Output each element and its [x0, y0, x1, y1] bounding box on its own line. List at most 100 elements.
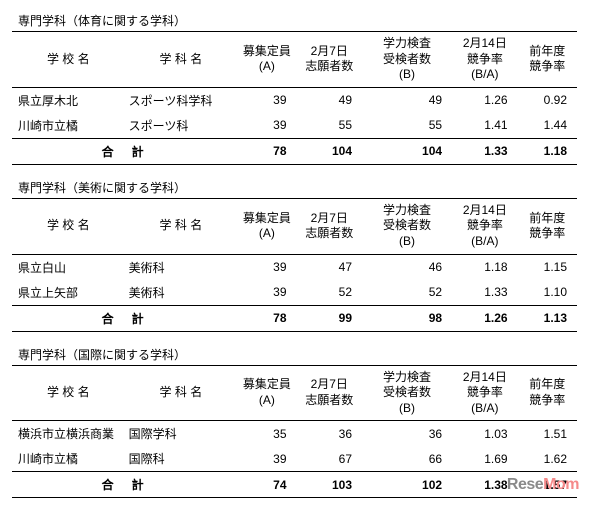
total-cell: 1.33 [452, 138, 518, 164]
watermark-right: Mom [543, 476, 579, 493]
column-header: 前年度競争率 [518, 365, 577, 421]
cell: 1.69 [452, 446, 518, 472]
cell: 県立白山 [12, 254, 125, 280]
cell: 39 [237, 446, 296, 472]
cell: 39 [237, 254, 296, 280]
cell: 39 [237, 280, 296, 306]
section-title: 専門学科（体育に関する学科） [12, 12, 577, 29]
data-table: 学 校 名学 科 名募集定員(A)2月7日志願者数学力検査受検者数(B)2月14… [12, 365, 577, 499]
cell: 1.26 [452, 87, 518, 113]
cell: 県立上矢部 [12, 280, 125, 306]
column-header: 学力検査受検者数(B) [362, 198, 452, 254]
cell: 55 [297, 113, 363, 139]
total-row: 合計781041041.331.18 [12, 138, 577, 164]
section-title: 専門学科（国際に関する学科） [12, 346, 577, 363]
total-row: 合計7899981.261.13 [12, 305, 577, 331]
column-header: 学 科 名 [125, 198, 238, 254]
column-header: 学 校 名 [12, 32, 125, 88]
cell: 55 [362, 113, 452, 139]
cell: 川崎市立橘 [12, 113, 125, 139]
total-cell: 103 [297, 472, 363, 498]
cell: 1.44 [518, 113, 577, 139]
total-cell: 99 [297, 305, 363, 331]
column-header: 前年度競争率 [518, 198, 577, 254]
table-section: 専門学科（国際に関する学科） 学 校 名学 科 名募集定員(A)2月7日志願者数学… [12, 346, 577, 499]
watermark-left: Rese [507, 476, 543, 493]
column-header: 学力検査受検者数(B) [362, 32, 452, 88]
cell: 1.15 [518, 254, 577, 280]
cell: 67 [297, 446, 363, 472]
cell: 52 [362, 280, 452, 306]
column-header: 前年度競争率 [518, 32, 577, 88]
cell: 1.33 [452, 280, 518, 306]
total-label: 合計 [12, 472, 237, 498]
cell: 52 [297, 280, 363, 306]
cell: 1.18 [452, 254, 518, 280]
cell: 横浜市立横浜商業 [12, 421, 125, 447]
column-header: 2月14日競争率(B/A) [452, 198, 518, 254]
total-row: 合計741031021.381.57 [12, 472, 577, 498]
column-header: 2月14日競争率(B/A) [452, 365, 518, 421]
cell: スポーツ科学科 [125, 87, 238, 113]
cell: 36 [362, 421, 452, 447]
cell: 1.51 [518, 421, 577, 447]
cell: 46 [362, 254, 452, 280]
total-cell: 78 [237, 138, 296, 164]
cell: 36 [297, 421, 363, 447]
cell: 美術科 [125, 280, 238, 306]
column-header: 学 校 名 [12, 198, 125, 254]
cell: 39 [237, 87, 296, 113]
table-row: 川崎市立橘スポーツ科3955551.411.44 [12, 113, 577, 139]
total-label: 合計 [12, 138, 237, 164]
cell: 35 [237, 421, 296, 447]
cell: 49 [297, 87, 363, 113]
column-header: 2月7日志願者数 [297, 365, 363, 421]
total-cell: 102 [362, 472, 452, 498]
table-section: 専門学科（体育に関する学科） 学 校 名学 科 名募集定員(A)2月7日志願者数学… [12, 12, 577, 165]
total-cell: 78 [237, 305, 296, 331]
column-header: 学 校 名 [12, 365, 125, 421]
cell: 66 [362, 446, 452, 472]
cell: 1.10 [518, 280, 577, 306]
table-row: 横浜市立横浜商業国際学科3536361.031.51 [12, 421, 577, 447]
total-label: 合計 [12, 305, 237, 331]
column-header: 募集定員(A) [237, 32, 296, 88]
section-title: 専門学科（美術に関する学科） [12, 179, 577, 196]
cell: 1.41 [452, 113, 518, 139]
total-cell: 1.13 [518, 305, 577, 331]
cell: 1.03 [452, 421, 518, 447]
total-cell: 104 [297, 138, 363, 164]
table-row: 川崎市立橘国際科3967661.691.62 [12, 446, 577, 472]
column-header: 学力検査受検者数(B) [362, 365, 452, 421]
total-cell: 104 [362, 138, 452, 164]
cell: 39 [237, 113, 296, 139]
table-row: 県立上矢部美術科3952521.331.10 [12, 280, 577, 306]
cell: 川崎市立橘 [12, 446, 125, 472]
watermark-logo: ReseMom [507, 476, 579, 494]
cell: 47 [297, 254, 363, 280]
cell: 49 [362, 87, 452, 113]
data-table: 学 校 名学 科 名募集定員(A)2月7日志願者数学力検査受検者数(B)2月14… [12, 31, 577, 165]
total-cell: 1.18 [518, 138, 577, 164]
column-header: 2月7日志願者数 [297, 32, 363, 88]
cell: 国際学科 [125, 421, 238, 447]
total-cell: 1.26 [452, 305, 518, 331]
column-header: 2月7日志願者数 [297, 198, 363, 254]
table-row: 県立白山美術科3947461.181.15 [12, 254, 577, 280]
cell: 県立厚木北 [12, 87, 125, 113]
table-section: 専門学科（美術に関する学科） 学 校 名学 科 名募集定員(A)2月7日志願者数学… [12, 179, 577, 332]
column-header: 2月14日競争率(B/A) [452, 32, 518, 88]
column-header: 学 科 名 [125, 365, 238, 421]
cell: 美術科 [125, 254, 238, 280]
total-cell: 98 [362, 305, 452, 331]
total-cell: 74 [237, 472, 296, 498]
column-header: 学 科 名 [125, 32, 238, 88]
column-header: 募集定員(A) [237, 198, 296, 254]
column-header: 募集定員(A) [237, 365, 296, 421]
cell: 国際科 [125, 446, 238, 472]
cell: 0.92 [518, 87, 577, 113]
data-table: 学 校 名学 科 名募集定員(A)2月7日志願者数学力検査受検者数(B)2月14… [12, 198, 577, 332]
table-row: 県立厚木北スポーツ科学科3949491.260.92 [12, 87, 577, 113]
cell: 1.62 [518, 446, 577, 472]
cell: スポーツ科 [125, 113, 238, 139]
